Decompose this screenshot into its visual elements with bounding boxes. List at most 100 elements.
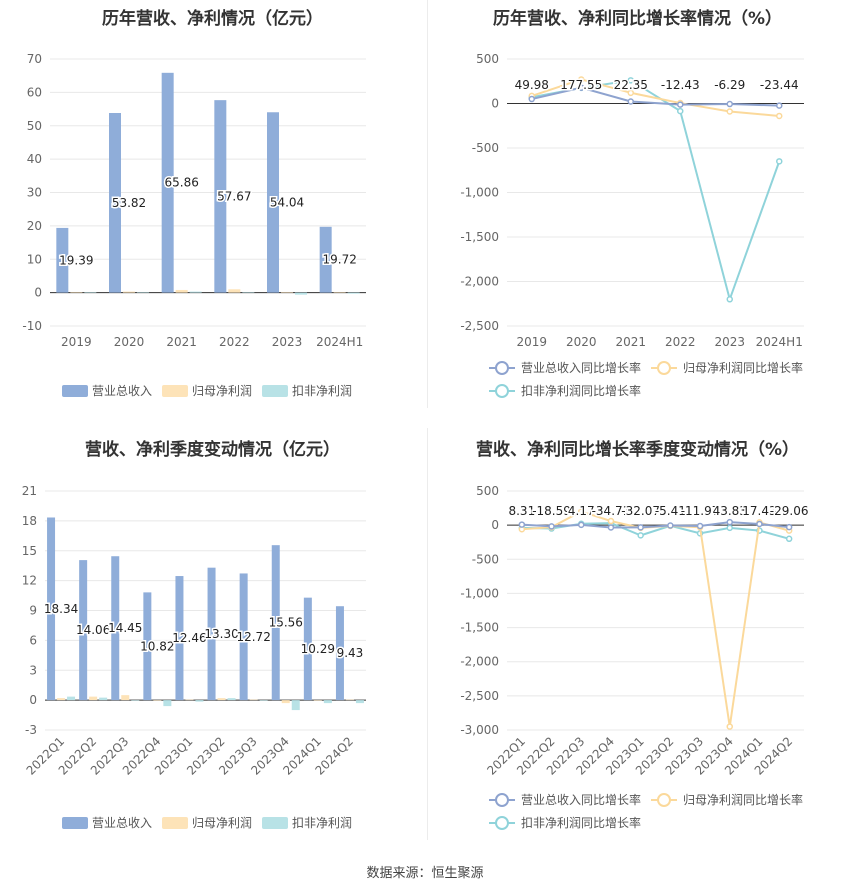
y-tick-label: 12 [22,574,37,588]
data-label: -32.07 [621,504,660,518]
bar [313,700,322,701]
data-point [726,108,733,115]
annual-amount-svg: -10 0 10 20 30 40 50 60 70 2019 19.39 2020 53.82 2021… [22,52,366,398]
legend-marker [657,361,671,375]
data-point [578,84,585,91]
bar [109,113,121,293]
data-label: -6.29 [714,78,745,92]
bar [323,700,332,704]
data-label: 54.04 [270,195,304,209]
bar [259,700,268,701]
y-tick-label: 10 [27,252,42,266]
bar [347,292,360,294]
y-tick-label: -1,000 [460,186,499,200]
y-tick-label: 60 [27,85,42,99]
series-line [531,78,780,117]
data-label: -12.43 [661,78,700,92]
bar [291,700,300,711]
y-tick-label: 0 [29,693,37,707]
chart-title: 营收、净利季度变动情况（亿元） [85,440,340,460]
bar [121,695,130,701]
legend-swatch [62,385,88,397]
data-label: 9.43 [337,646,364,660]
legend-label: 扣非净利润 [292,816,352,830]
bar [249,699,258,701]
bar [89,696,98,701]
legend-marker [495,793,509,807]
y-tick-label: 500 [476,484,499,498]
bar [335,606,344,701]
data-point [637,532,644,539]
legend-label: 扣非净利润同比增长率 [521,815,641,830]
y-tick-label: 18 [22,514,37,528]
data-label: 10.29 [301,642,335,656]
bar [239,573,248,701]
y-tick-label: -3,000 [460,723,499,737]
quarterly-amount-svg: -30369121518212022Q118.342022Q214.062022… [22,484,366,830]
x-tick-label: 2024H1 [316,335,363,349]
legend-label: 营业总收入同比增长率 [521,792,641,807]
bar [281,292,293,293]
bar [214,100,227,293]
y-tick-label: -1,500 [460,230,499,244]
bar [345,699,354,701]
data-label: 177.55 [560,78,602,92]
data-point [518,521,526,528]
data-point [627,77,634,84]
bar [137,292,149,293]
bar [99,697,108,701]
data-point [607,524,615,531]
bar [267,112,279,293]
bar [70,292,83,293]
data-label: -34.71 [592,504,631,518]
bar [131,700,140,701]
bar [185,699,194,701]
panel-divider-bottom [427,428,428,840]
data-label: 8.31 [508,504,535,518]
legend-marker [495,384,509,398]
legend-label: 营业总收入同比增长率 [521,360,641,375]
x-tick-label: 2019 [61,335,92,349]
x-tick-label: 2020 [566,335,597,349]
data-label: 65.86 [164,176,198,190]
bar [47,517,56,701]
y-tick-label: 20 [27,219,42,233]
y-tick-label: 9 [29,604,37,618]
legend-swatch [62,817,88,829]
legend-marker [657,793,671,807]
chart-title: 营收、净利同比增长率季度变动情况（%） [475,440,800,460]
data-point [578,508,585,515]
series-line [531,86,780,107]
data-source: 数据来源：恒生聚源 [366,866,484,881]
x-tick-label: 2021 [615,335,646,349]
data-label: -11.97 [681,504,720,518]
legend-label: 扣非净利润 [292,384,352,398]
annual-growth-svg: -2,500 -2,000 -1,500 -1,000 -500 0 500 2019 2020… [460,52,804,398]
bar [217,698,226,701]
y-tick-label: 0 [34,286,42,300]
legend-label: 营业总收入 [92,384,152,398]
data-point [776,102,783,109]
x-tick-label: 2019 [516,335,547,349]
legend-swatch [162,385,188,397]
data-point [677,101,684,108]
data-label: 18.34 [44,602,78,616]
legend-label: 归母净利润 [192,816,252,830]
bar [56,227,69,293]
legend-label: 营业总收入 [92,816,152,830]
data-label: 4.17 [568,504,595,518]
y-tick-label: 3 [29,663,37,677]
data-point [637,524,644,531]
y-tick-label: -500 [472,552,499,566]
y-tick-label: 21 [22,484,37,498]
annual-amount-chart: 历年营收、净利情况（亿元） -10 0 10 20 30 40 50 60 70 2019 19.3… [0,0,425,420]
y-tick-label: 0 [491,518,499,532]
legend-label: 归母净利润同比增长率 [683,792,803,807]
data-label: 19.39 [59,253,93,267]
data-point [776,112,783,120]
y-tick-label: 30 [27,186,42,200]
bar [175,289,188,293]
y-tick-label: 50 [27,119,42,133]
data-label: 14.06 [76,623,110,637]
y-tick-label: -2,000 [460,275,499,289]
